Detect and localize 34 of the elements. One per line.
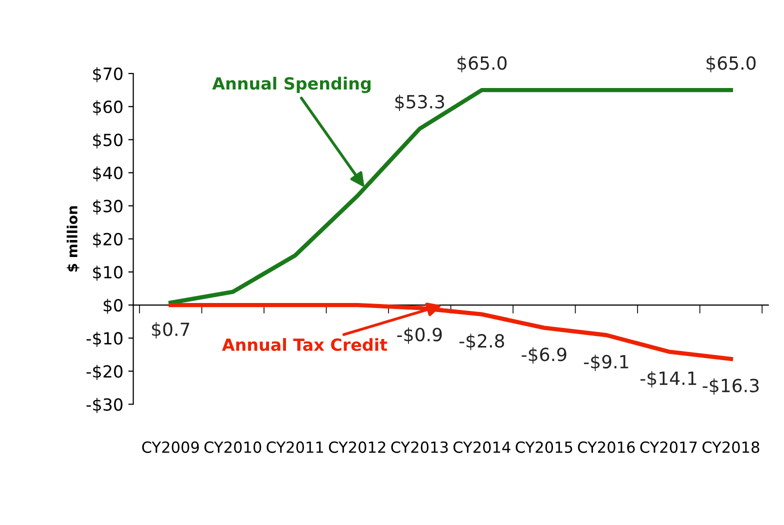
y-tick-label: $60 — [93, 100, 122, 116]
y-tick-label: $70 — [93, 67, 122, 82]
y-tick-label: -$30 — [86, 398, 122, 414]
x-tick-label: CY2009 — [142, 441, 199, 453]
data-label: -$2.8 — [459, 334, 504, 350]
x-tick-label: CY2014 — [453, 441, 510, 453]
data-label: $0.7 — [152, 322, 190, 339]
data-label: -$0.9 — [397, 327, 442, 344]
x-tick-label: CY2015 — [516, 441, 572, 453]
x-tick-label: CY2016 — [578, 441, 635, 453]
x-tick-label: CY2010 — [204, 441, 262, 453]
y-tick-label: $50 — [93, 133, 122, 148]
data-label: $65.0 — [458, 56, 507, 72]
y-tick-label: $10 — [93, 266, 122, 281]
x-tick-label: CY2011 — [266, 441, 324, 453]
series-label: Annual Tax Credit — [222, 338, 388, 351]
data-label: -$9.1 — [584, 354, 628, 371]
data-label: -$6.9 — [522, 347, 566, 364]
y-axis-title: $ million — [66, 206, 80, 272]
y-tick-label: $40 — [93, 166, 122, 182]
x-tick-label: CY2017 — [640, 441, 697, 453]
data-label: $65.0 — [706, 56, 756, 72]
data-label: $53.3 — [395, 94, 444, 111]
y-tick-label: -$20 — [86, 364, 122, 380]
text: Annual Spending — [212, 76, 371, 94]
y-tick-label: $30 — [93, 199, 122, 215]
y-tick-label: $0 — [104, 298, 122, 314]
x-tick-label: CY2018 — [702, 441, 760, 453]
data-label: -$16.3 — [702, 378, 759, 395]
x-tick-label: CY2013 — [391, 441, 448, 453]
x-tick-label: CY2012 — [328, 441, 386, 453]
y-tick-label: -$10 — [86, 332, 122, 347]
y-tick-label: $20 — [93, 232, 122, 248]
data-label: -$14.1 — [640, 371, 696, 388]
